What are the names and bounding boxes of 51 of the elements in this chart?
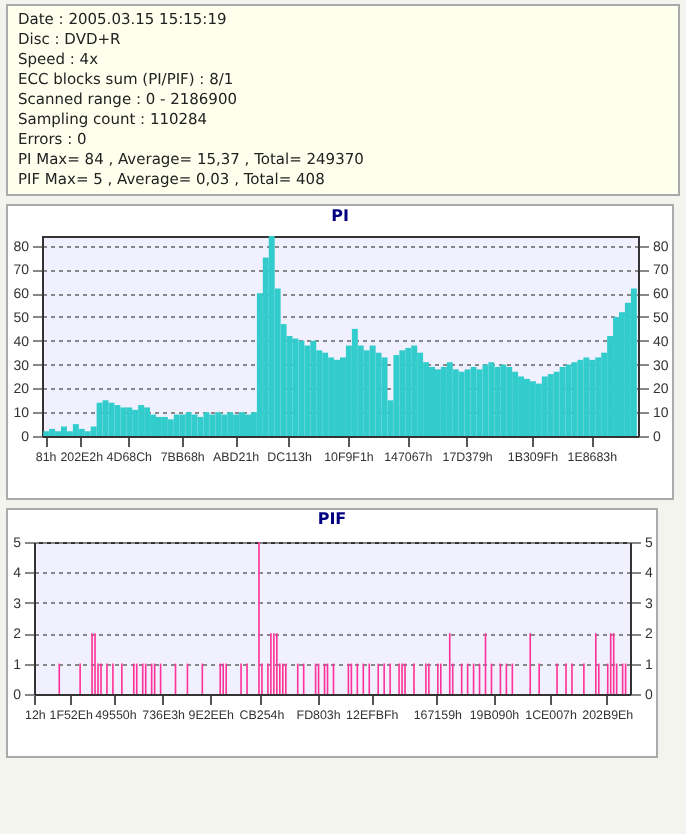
bar bbox=[565, 364, 572, 436]
bar bbox=[375, 352, 382, 436]
bar bbox=[72, 424, 79, 436]
bar bbox=[595, 357, 602, 436]
bar bbox=[369, 345, 376, 436]
bar bbox=[96, 402, 103, 436]
bar bbox=[185, 412, 192, 436]
bar bbox=[221, 414, 228, 436]
bar bbox=[500, 364, 507, 436]
bar bbox=[78, 428, 85, 436]
bar bbox=[399, 350, 406, 436]
bar bbox=[393, 355, 400, 436]
bar bbox=[411, 345, 418, 436]
bar bbox=[173, 414, 180, 436]
bar bbox=[506, 366, 513, 436]
bar bbox=[488, 362, 495, 436]
bar bbox=[553, 371, 560, 436]
bar bbox=[144, 407, 151, 436]
bar bbox=[494, 366, 501, 436]
bar bbox=[547, 374, 554, 436]
bar bbox=[49, 428, 56, 436]
bar bbox=[268, 236, 275, 436]
bar bbox=[108, 402, 115, 436]
chart-title: PIF bbox=[317, 510, 347, 528]
chart-title: PI bbox=[331, 206, 349, 225]
bar bbox=[464, 369, 471, 436]
bar bbox=[191, 414, 198, 436]
bar bbox=[589, 359, 596, 436]
bar bbox=[482, 364, 489, 436]
bar bbox=[541, 376, 548, 436]
bar bbox=[61, 426, 67, 436]
bar bbox=[458, 371, 465, 436]
bar bbox=[120, 407, 127, 436]
bar bbox=[559, 366, 566, 436]
bar bbox=[209, 414, 216, 436]
bar bbox=[363, 350, 370, 436]
bar bbox=[203, 412, 210, 436]
bar bbox=[215, 412, 222, 436]
bar bbox=[310, 340, 317, 436]
bar bbox=[630, 288, 637, 436]
bar bbox=[114, 405, 121, 436]
bar bbox=[583, 357, 590, 436]
bar bbox=[577, 359, 584, 436]
bar bbox=[126, 407, 133, 436]
bar bbox=[132, 409, 139, 436]
bar bbox=[304, 345, 311, 436]
bar bbox=[179, 414, 186, 436]
bar bbox=[452, 369, 459, 436]
bar bbox=[405, 347, 412, 436]
bar bbox=[298, 340, 305, 436]
bar bbox=[470, 366, 477, 436]
